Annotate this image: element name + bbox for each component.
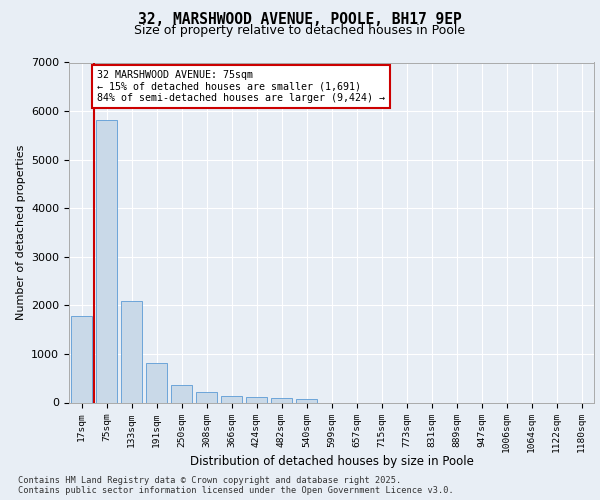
- Bar: [121, 301, 142, 402]
- Bar: [196, 392, 217, 402]
- Bar: [221, 396, 242, 402]
- Bar: [171, 384, 192, 402]
- X-axis label: Distribution of detached houses by size in Poole: Distribution of detached houses by size …: [190, 455, 473, 468]
- Y-axis label: Number of detached properties: Number of detached properties: [16, 145, 26, 320]
- Text: Contains HM Land Registry data © Crown copyright and database right 2025.: Contains HM Land Registry data © Crown c…: [18, 476, 401, 485]
- Text: 32, MARSHWOOD AVENUE, POOLE, BH17 9EP: 32, MARSHWOOD AVENUE, POOLE, BH17 9EP: [138, 12, 462, 28]
- Text: Contains public sector information licensed under the Open Government Licence v3: Contains public sector information licen…: [18, 486, 454, 495]
- Bar: [271, 398, 292, 402]
- Bar: [96, 120, 117, 403]
- Bar: [296, 400, 317, 402]
- Text: Size of property relative to detached houses in Poole: Size of property relative to detached ho…: [134, 24, 466, 37]
- Bar: [146, 363, 167, 403]
- Bar: [71, 316, 92, 402]
- Text: 32 MARSHWOOD AVENUE: 75sqm
← 15% of detached houses are smaller (1,691)
84% of s: 32 MARSHWOOD AVENUE: 75sqm ← 15% of deta…: [97, 70, 385, 103]
- Bar: [246, 397, 267, 402]
